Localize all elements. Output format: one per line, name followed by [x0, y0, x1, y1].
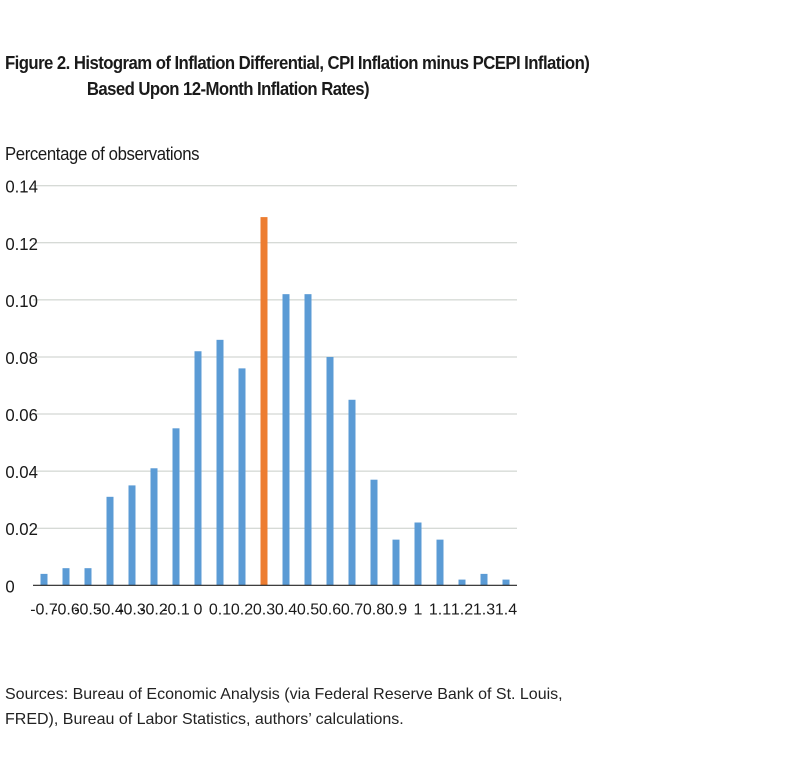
x-tick-label: 0.7	[341, 601, 363, 618]
bar	[62, 568, 70, 586]
x-tick-label: 0.8	[363, 601, 385, 618]
x-tick-label: 0.6	[319, 601, 341, 618]
x-tick-label: -0.5	[74, 601, 102, 618]
x-tick-label: 1.4	[495, 601, 517, 618]
x-tick-label: 0.3	[253, 601, 275, 618]
bar	[150, 468, 158, 586]
bar	[458, 579, 466, 586]
y-tick-label: 0	[5, 576, 14, 597]
y-tick-label: 0.04	[5, 462, 38, 483]
bar	[414, 522, 422, 586]
bar	[194, 351, 202, 586]
bar	[502, 579, 510, 586]
bar	[84, 568, 92, 586]
x-tick-label: 1	[414, 601, 423, 618]
sources-line2: FRED), Bureau of Labor Statistics, autho…	[5, 711, 404, 728]
bar	[40, 573, 48, 586]
bar	[106, 496, 114, 586]
x-tick-label: 1.3	[473, 601, 495, 618]
x-tick-label: -0.6	[52, 601, 80, 618]
x-tick-label: -0.2	[140, 601, 168, 618]
y-tick-label: 0.06	[5, 404, 38, 425]
x-tick-label: -0.1	[162, 601, 190, 618]
sources-line1: Sources: Bureau of Economic Analysis (vi…	[5, 686, 563, 703]
chart-title-line2: Based Upon 12-Month Inflation Rates)	[86, 79, 370, 99]
bar	[370, 479, 378, 586]
y-tick-label: 0.08	[5, 347, 38, 368]
bar	[326, 356, 334, 586]
bar	[348, 399, 356, 586]
bar	[436, 539, 444, 586]
x-tick-label: 0.5	[297, 601, 319, 618]
chart-title-line1: Figure 2. Histogram of Inflation Differe…	[5, 53, 590, 73]
x-tick-label: 0.9	[385, 601, 407, 618]
bar	[480, 573, 488, 586]
bar	[260, 217, 268, 586]
chart-title: Figure 2. Histogram of Inflation Differe…	[5, 50, 590, 102]
x-tick-label: 0.1	[209, 601, 231, 618]
x-tick-label: 0	[194, 601, 203, 618]
x-tick-label: -0.7	[30, 601, 58, 618]
x-tick-label: 1.2	[451, 601, 473, 618]
histogram-chart: 00.020.040.060.080.100.120.14-0.7-0.6-0.…	[5, 176, 517, 618]
x-tick-label: -0.4	[96, 601, 124, 618]
bar	[172, 428, 180, 586]
y-axis-label: Percentage of observations	[5, 144, 200, 164]
x-tick-label: 0.2	[231, 601, 253, 618]
y-tick-label: 0.02	[5, 519, 38, 540]
y-tick-label: 0.14	[5, 176, 38, 197]
bar	[238, 368, 246, 586]
bar	[128, 485, 136, 586]
x-tick-label: 1.1	[429, 601, 451, 618]
bar	[304, 294, 312, 586]
bar	[216, 339, 224, 586]
y-tick-label: 0.12	[5, 233, 38, 254]
y-tick-label: 0.10	[5, 290, 38, 311]
sources-note: Sources: Bureau of Economic Analysis (vi…	[5, 682, 563, 732]
x-tick-label: -0.3	[118, 601, 146, 618]
x-tick-label: 0.4	[275, 601, 297, 618]
bar	[392, 539, 400, 586]
bar	[282, 294, 290, 586]
